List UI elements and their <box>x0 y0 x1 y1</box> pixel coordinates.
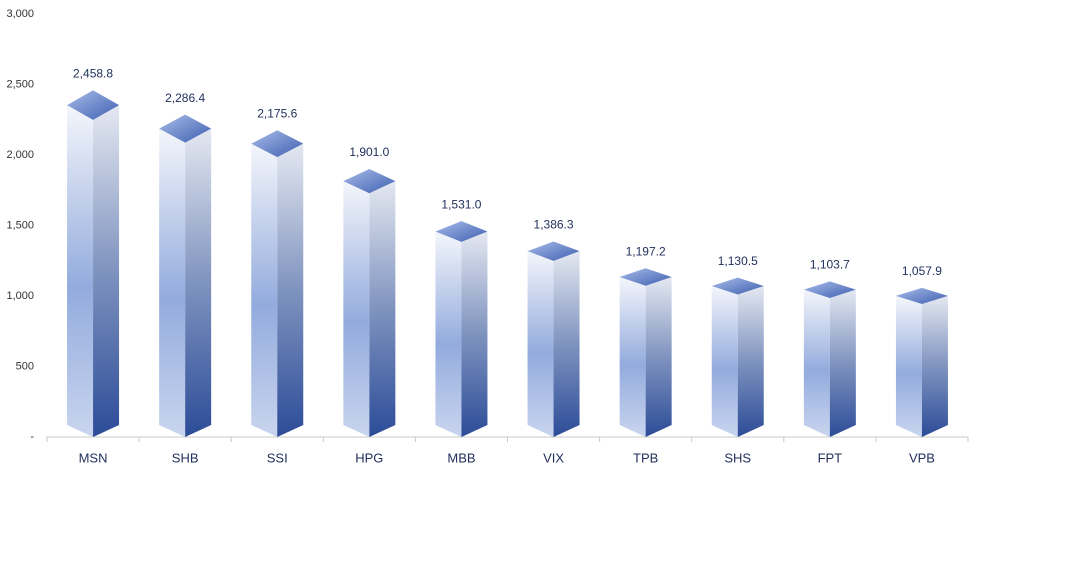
y-tick-label: - <box>30 431 34 443</box>
bar-right-face <box>737 286 764 437</box>
bar <box>527 241 580 437</box>
bar <box>619 268 672 437</box>
bar-top <box>527 241 580 261</box>
bar-right-face <box>645 276 672 437</box>
bar-left-face <box>619 276 646 437</box>
bar <box>343 168 396 437</box>
value-label: 1,901.0 <box>349 145 389 159</box>
bar <box>435 221 488 437</box>
bar-left-face <box>527 251 554 437</box>
x-tick-label: TPB <box>633 450 658 465</box>
bar-right-face <box>553 251 580 437</box>
bar-right-face <box>461 231 488 437</box>
value-label: 2,458.8 <box>73 66 113 80</box>
x-tick-label: MSN <box>79 450 108 465</box>
value-label: 1,130.5 <box>718 254 758 268</box>
x-tick-label: VIX <box>543 450 564 465</box>
bar-right-face <box>921 295 948 437</box>
bar-left-face <box>159 128 186 437</box>
value-label: 1,386.3 <box>534 218 574 232</box>
x-tick-label: SSI <box>267 450 288 465</box>
bar-right-face <box>185 128 212 437</box>
bar <box>895 287 948 437</box>
y-tick-label: 500 <box>16 360 34 372</box>
y-tick-label: 2,500 <box>6 78 34 90</box>
x-tick-label: FPT <box>818 450 843 465</box>
bar <box>803 281 856 437</box>
bar <box>251 130 304 437</box>
bar-left-face <box>803 289 830 437</box>
bar-right-face <box>277 143 304 437</box>
bar-right-face <box>829 289 856 437</box>
bar-left-face <box>435 231 462 437</box>
bar-top <box>67 90 120 120</box>
bar-left-face <box>67 105 94 437</box>
value-label: 1,103.7 <box>810 258 850 272</box>
bar <box>159 114 212 437</box>
value-label: 1,057.9 <box>902 264 942 278</box>
x-tick-label: SHB <box>172 450 199 465</box>
bar-top <box>159 114 212 143</box>
bar-top <box>803 281 856 298</box>
bar-left-face <box>343 181 370 437</box>
bar-top <box>251 130 304 158</box>
x-tick-label: VPB <box>909 450 935 465</box>
value-label: 1,197.2 <box>626 244 666 258</box>
bar-right-face <box>369 181 396 437</box>
y-tick-label: 1,500 <box>6 219 34 231</box>
bar-left-face <box>711 286 738 437</box>
bar <box>711 277 764 437</box>
bar-top <box>435 221 488 242</box>
bar-left-face <box>895 295 922 437</box>
bar-top <box>619 268 672 286</box>
x-tick-label: MBB <box>447 450 475 465</box>
bar-top <box>711 277 764 295</box>
y-tick-label: 3,000 <box>6 8 34 20</box>
value-label: 2,175.6 <box>257 106 297 120</box>
bar-right-face <box>93 105 120 437</box>
bar-top <box>343 168 396 194</box>
bar-left-face <box>251 143 278 437</box>
bar <box>67 90 120 437</box>
value-label: 2,286.4 <box>165 91 205 105</box>
y-tick-label: 1,000 <box>6 290 34 302</box>
y-tick-label: 2,000 <box>6 149 34 161</box>
value-label: 1,531.0 <box>441 197 481 211</box>
bar-top <box>895 287 948 304</box>
x-tick-label: SHS <box>724 450 751 465</box>
x-tick-label: HPG <box>355 450 383 465</box>
